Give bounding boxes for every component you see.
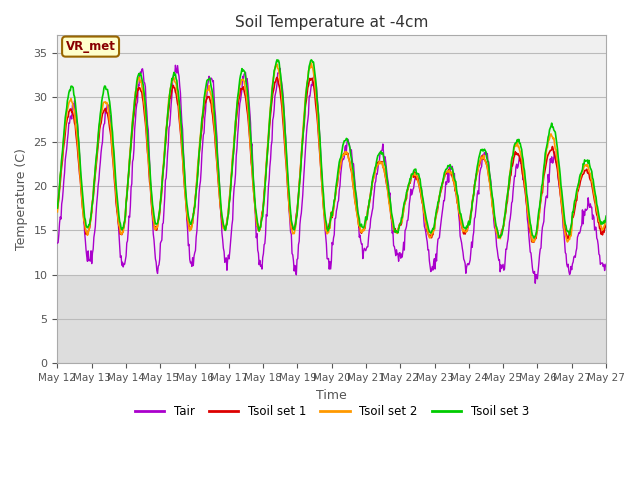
Title: Soil Temperature at -4cm: Soil Temperature at -4cm xyxy=(235,15,428,30)
Legend: Tair, Tsoil set 1, Tsoil set 2, Tsoil set 3: Tair, Tsoil set 1, Tsoil set 2, Tsoil se… xyxy=(130,401,534,423)
Text: VR_met: VR_met xyxy=(66,40,115,53)
Y-axis label: Temperature (C): Temperature (C) xyxy=(15,148,28,250)
Bar xyxy=(58,36,606,275)
X-axis label: Time: Time xyxy=(316,389,347,402)
